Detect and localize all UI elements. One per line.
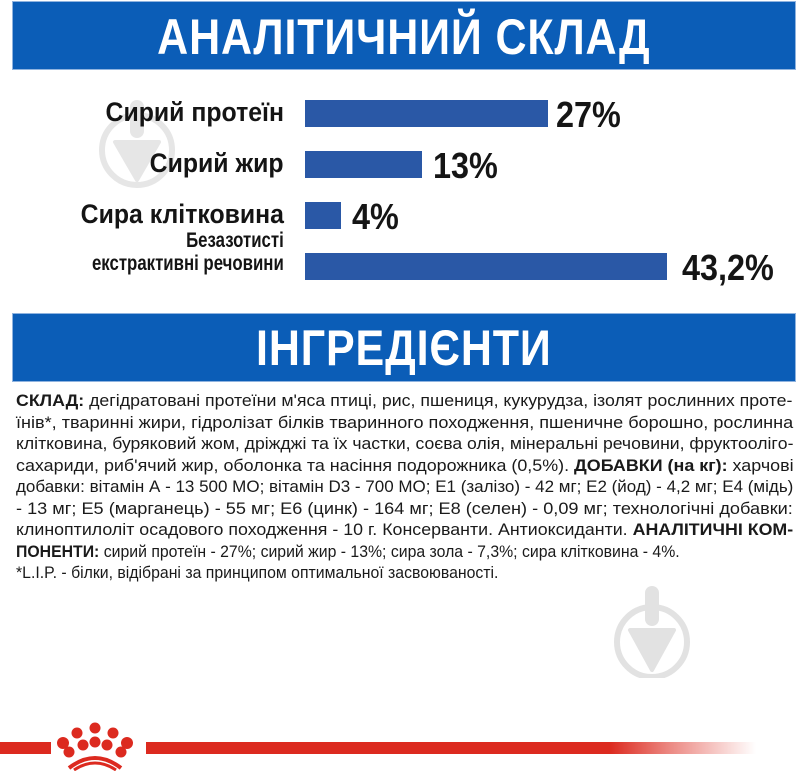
chart-value: 4%: [352, 196, 399, 237]
analytic-components-label: АНАЛІТИЧНІ КОМ-: [632, 520, 794, 539]
royal-canin-crown-icon: [57, 722, 133, 771]
ingredients-line: СКЛАД: дегідратовані протеїни м'яса птиц…: [16, 390, 800, 412]
chart-bar: [305, 253, 667, 280]
ingredients-text-span: харчові: [727, 455, 794, 475]
ingredients-line: їнів*, тваринні жири, гідролізат білків …: [16, 412, 800, 434]
ingredients-text-span: *L.I.P. - білки, відібрані за принципом …: [16, 563, 499, 582]
chart-label: Сирий жир: [150, 148, 284, 178]
ingredients-line: сахариди, риб'ячий жир, оболонка та насі…: [16, 455, 800, 477]
analytic-composition-title: АНАЛІТИЧНИЙ СКЛАД: [157, 8, 651, 65]
chart-bar: [305, 151, 422, 178]
ingredients-text-span: клиноптилоліт осадового походження - 10 …: [16, 520, 633, 539]
analytic-composition-chart: Сирий протеїн 27% Сирий жир 13% Сира клі…: [0, 85, 800, 295]
chart-label-line2: екстрактивні речовини: [92, 252, 284, 275]
ingredients-text-span: сахариди, риб'ячий жир, оболонка та насі…: [16, 455, 575, 475]
ingredients-title: ІНГРЕДІЄНТИ: [256, 319, 552, 376]
brand-line-right: [146, 742, 756, 754]
chart-label: Сирий протеїн: [105, 97, 284, 127]
ingredients-line: клиноптилоліт осадового походження - 10 …: [16, 519, 800, 541]
chart-label: Безазотисті екстрактивні речовини: [92, 229, 284, 275]
composition-label: СКЛАД:: [16, 391, 85, 410]
ingredients-line: - 13 мг; Е5 (марганець) - 55 мг; Е6 (цин…: [16, 498, 800, 520]
ingredients-line: добавки: вітамін А - 13 500 МО; вітамін …: [16, 476, 793, 498]
brand-line-left: [0, 742, 51, 754]
ingredients-text: СКЛАД: дегідратовані протеїни м'яса птиц…: [16, 390, 794, 584]
watermark-download-icon: [614, 586, 690, 678]
chart-bar: [305, 100, 548, 127]
ingredients-text-span: - 13 мг; Е5 (марганець) - 55 мг; Е6 (цин…: [16, 498, 793, 518]
ingredients-line: ПОНЕНТИ: сирий протеїн - 27%; сирий жир …: [16, 541, 739, 563]
chart-label-line1: Безазотисті: [186, 229, 284, 252]
ingredients-text-span: клітковина, буряковий жом, дріжджі та їх…: [16, 434, 794, 453]
chart-value: 27%: [556, 94, 621, 135]
ingredients-text-span: дегідратовані протеїни м'яса птиці, рис,…: [84, 391, 793, 410]
analytic-components-label: ПОНЕНТИ:: [16, 541, 100, 561]
ingredients-banner: ІНГРЕДІЄНТИ: [13, 314, 795, 381]
ingredients-line: *L.I.P. - білки, відібрані за принципом …: [16, 562, 739, 584]
ingredients-text-span: сирий протеїн - 27%; сирий жир - 13%; си…: [99, 541, 680, 561]
chart-value: 13%: [433, 145, 498, 186]
chart-label: Сира клітковина: [80, 199, 284, 229]
additives-label: ДОБАВКИ (на кг):: [574, 455, 728, 475]
ingredients-line: клітковина, буряковий жом, дріжджі та їх…: [16, 433, 800, 455]
watermark-download-icon: [99, 100, 175, 188]
analytic-composition-banner: АНАЛІТИЧНИЙ СКЛАД: [13, 2, 795, 69]
ingredients-text-span: їнів*, тваринні жири, гідролізат білків …: [16, 412, 794, 432]
ingredients-text-span: добавки: вітамін А - 13 500 МО; вітамін …: [16, 477, 794, 496]
chart-value: 43,2%: [682, 247, 774, 288]
chart-bar: [305, 202, 341, 229]
